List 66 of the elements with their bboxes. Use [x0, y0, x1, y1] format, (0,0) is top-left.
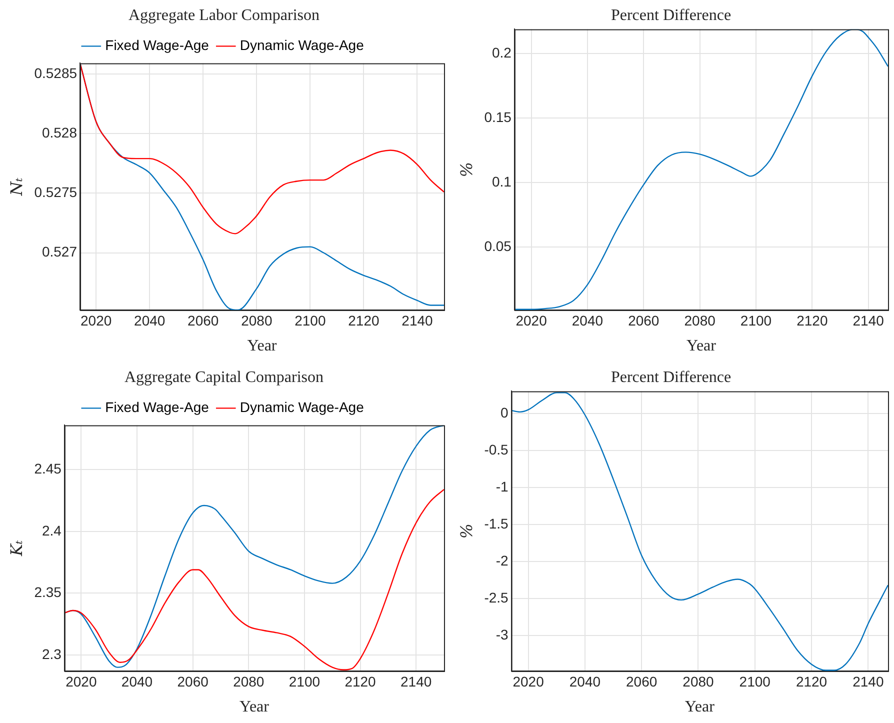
chart-title: Aggregate Labor Comparison — [128, 6, 320, 24]
line-series — [511, 392, 888, 671]
x-tick-label: 2080 — [682, 673, 714, 690]
x-axis-title: Year — [684, 698, 716, 716]
line-series — [80, 63, 444, 234]
x-tick-label: 2020 — [66, 673, 97, 690]
legend-label: Fixed Wage-Age — [105, 399, 210, 416]
x-tick-label: 2120 — [796, 673, 828, 690]
y-tick-label: 0.5285 — [34, 64, 78, 81]
chart-title: Percent Difference — [610, 368, 732, 386]
x-axis-title: Year — [247, 338, 278, 355]
x-tick-label: 2040 — [121, 673, 153, 690]
y-tick-label: 0.5275 — [34, 184, 78, 200]
chart-title: Percent Difference — [610, 6, 732, 24]
y-tick-label: -1.5 — [484, 515, 509, 532]
y-tick-label: -3 — [496, 626, 509, 642]
x-tick-label: 2120 — [348, 312, 380, 328]
line-series — [514, 29, 888, 310]
x-tick-label: 2080 — [233, 673, 264, 690]
y-tick-label: -2 — [496, 552, 509, 568]
chart-title: Aggregate Capital Comparison — [124, 368, 324, 386]
y-tick-label: -0.5 — [484, 441, 509, 458]
y-tick-label: 0.2 — [492, 44, 512, 60]
y-tick-label: 2.3 — [42, 646, 62, 662]
x-tick-label: 2040 — [134, 312, 166, 328]
legend-label: Dynamic Wage-Age — [240, 399, 364, 416]
x-tick-label: 2080 — [241, 312, 272, 328]
x-tick-label: 2040 — [572, 312, 604, 328]
y-tick-label: 0.15 — [484, 108, 512, 125]
x-tick-label: 2060 — [188, 312, 219, 328]
x-tick-label: 2120 — [344, 673, 376, 690]
y-tick-label: -1 — [496, 478, 509, 494]
x-tick-label: 2140 — [400, 673, 432, 690]
x-tick-label: 2020 — [516, 312, 548, 328]
x-tick-label: 2120 — [796, 312, 828, 328]
x-tick-label: 2080 — [684, 312, 716, 328]
y-tick-label: 0.528 — [42, 124, 78, 140]
legend-label: Fixed Wage-Age — [105, 37, 210, 54]
y-tick-label: 0.05 — [484, 238, 512, 254]
y-tick-label: 2.35 — [34, 584, 62, 600]
y-axis-title: % — [456, 162, 476, 178]
x-tick-label: 2140 — [852, 312, 884, 328]
x-axis-title: Year — [239, 698, 270, 716]
legend-label: Dynamic Wage-Age — [240, 37, 364, 54]
x-tick-label: 2060 — [177, 673, 209, 690]
y-tick-label: 0.1 — [492, 174, 512, 190]
x-tick-label: 2100 — [288, 673, 320, 690]
x-tick-label: 2020 — [80, 312, 112, 328]
y-tick-label: 0.527 — [42, 244, 78, 260]
x-axis-title: Year — [686, 338, 717, 355]
x-tick-label: 2060 — [626, 673, 658, 690]
y-tick-label: 2.45 — [34, 460, 62, 477]
x-tick-label: 2100 — [740, 312, 772, 328]
x-tick-label: 2100 — [739, 673, 771, 690]
y-tick-label: 2.4 — [42, 522, 62, 538]
x-tick-label: 2140 — [402, 312, 434, 328]
y-axis-title: % — [456, 524, 476, 539]
x-tick-label: 2020 — [512, 673, 544, 690]
x-tick-label: 2100 — [294, 312, 326, 328]
y-axis-title: Kₜ — [6, 540, 26, 558]
y-tick-label: -2.5 — [484, 589, 509, 606]
x-tick-label: 2140 — [852, 673, 884, 690]
y-tick-label: 0 — [500, 404, 509, 420]
x-tick-label: 2040 — [569, 673, 601, 690]
x-tick-label: 2060 — [628, 312, 660, 328]
y-axis-title: Nₜ — [6, 178, 26, 197]
